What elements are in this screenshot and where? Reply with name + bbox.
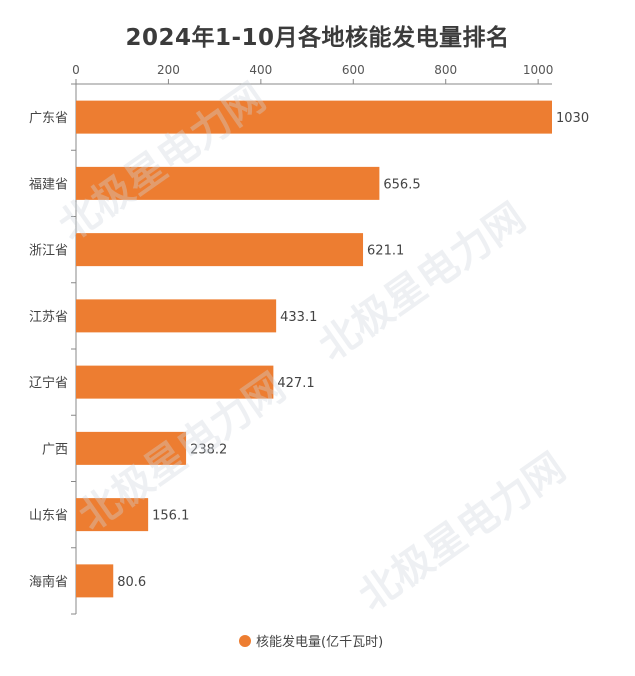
bar-value-label: 433.1 xyxy=(280,310,317,325)
y-category-label: 浙江省 xyxy=(29,244,68,259)
y-category-label: 广西 xyxy=(42,442,68,457)
x-tick-label: 800 xyxy=(434,63,457,77)
legend-marker xyxy=(239,635,251,647)
bar xyxy=(76,498,149,532)
x-tick-label: 200 xyxy=(157,63,180,77)
bar-value-label: 1030 xyxy=(556,111,589,126)
x-tick-label: 400 xyxy=(249,63,272,77)
bar-value-label: 80.6 xyxy=(117,575,146,590)
bar-value-label: 156.1 xyxy=(152,509,189,524)
x-tick-label: 0 xyxy=(72,63,80,77)
bar-value-label: 238.2 xyxy=(190,442,227,457)
bar xyxy=(76,166,380,200)
y-category-label: 江苏省 xyxy=(29,309,68,325)
bar-value-label: 427.1 xyxy=(277,376,314,391)
bar xyxy=(76,365,274,399)
bar xyxy=(76,100,552,134)
bar xyxy=(76,431,187,465)
x-tick-label: 1000 xyxy=(523,63,554,77)
legend-label: 核能发电量(亿千瓦时) xyxy=(256,634,383,650)
bar xyxy=(76,233,364,267)
y-category-label: 海南省 xyxy=(29,574,68,590)
y-category-label: 福建省 xyxy=(29,177,68,192)
x-tick-label: 600 xyxy=(342,63,365,77)
chart-title: 2024年1-10月各地核能发电量排名 xyxy=(125,25,510,51)
bar xyxy=(76,564,114,598)
y-category-label: 广东省 xyxy=(29,111,68,126)
bar xyxy=(76,299,277,333)
bar-value-label: 656.5 xyxy=(383,177,420,192)
y-category-label: 辽宁省 xyxy=(29,375,68,391)
y-category-label: 山东省 xyxy=(29,509,68,524)
bar-value-label: 621.1 xyxy=(367,244,404,259)
